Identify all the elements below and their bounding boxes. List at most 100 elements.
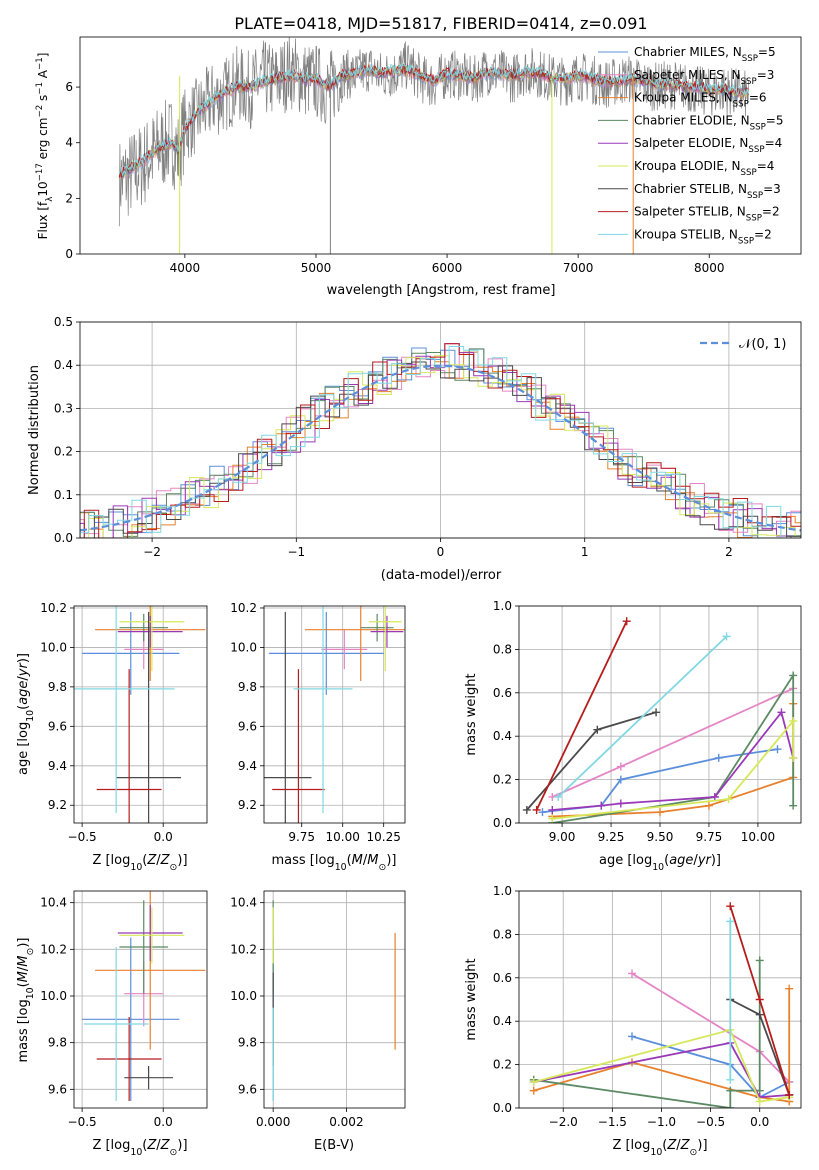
weight_vs_Z-ytick-label: 0.8 <box>493 927 512 941</box>
spectrum-plot-area <box>118 37 750 254</box>
z-axis-label: Z [log10(Z/Z⊙)] <box>92 1138 187 1158</box>
age_vs_mass-ytick-label: 9.4 <box>238 759 257 773</box>
mass_vs_Z-ytick-label: 10.4 <box>40 896 67 910</box>
weight_vs_Z-ylabel: mass weight <box>464 958 479 1040</box>
mass_vs_ebv-xtick-label: 0.000 <box>256 1115 290 1129</box>
mass_vs_ebv-ytick-label: 9.8 <box>238 1036 257 1050</box>
spectrum-xtick-label: 7000 <box>563 261 594 275</box>
z-axis-label: Z [log10(Z/Z⊙)] <box>92 853 187 873</box>
residuals-histogram <box>80 355 801 538</box>
weight_vs_Z-marker <box>529 1086 538 1095</box>
residuals-frame <box>79 321 802 539</box>
residuals-xtick-label: −1 <box>287 545 305 559</box>
weight_vs_age-xtick-label: 9.25 <box>598 830 625 844</box>
residuals-ytick-label: 0.4 <box>54 358 73 372</box>
mass-axis-label: mass [log10(M/M⊙)] <box>272 853 397 873</box>
weight_vs_age-ytick-label: 1.0 <box>493 599 512 613</box>
mass_vs_Z-ytick-label: 10.2 <box>40 942 67 956</box>
weight_vs_Z-marker <box>785 984 794 993</box>
spectrum-ylabel: Flux [fλ10−17 erg cm−2 s−1 A−1] <box>35 53 55 240</box>
spectrum-ytick-label: 0 <box>65 247 73 261</box>
weight_vs_age-xtick-label: 9.50 <box>647 830 674 844</box>
weight_vs_age-marker <box>622 617 631 626</box>
weight_vs_age-xtick-label: 9.00 <box>549 830 576 844</box>
age_vs_Z-panel: −0.5 0.0 9.2 9.4 9.6 9.8 10.0 10.2 Z [log10(Z/Z⊙… <box>16 601 208 873</box>
weight_vs_Z-panel: −2.0 −1.5 −1.0 −0.5 0.0 0.0 0.2 0.4 0.6 0.8 1.0 mas… <box>464 884 802 1158</box>
weight_vs_Z-ytick-label: 0.2 <box>493 1058 512 1072</box>
weight_vs_Z-xtick-label: 0.0 <box>750 1115 769 1129</box>
weight_vs_Z-series-line <box>533 1028 790 1103</box>
spectrum-frame <box>79 36 802 255</box>
weight_vs_age-panel: 9.00 9.25 9.50 9.75 10.00 0.0 0.2 0.4 0.6 0.8 1.0 m… <box>464 599 802 873</box>
mass_vs_Z-frame <box>73 890 208 1109</box>
weight_vs_Z-marker <box>627 1032 636 1041</box>
spectrum-xtick-label: 5000 <box>301 261 332 275</box>
age_vs_Z-ytick-label: 10.0 <box>40 640 67 654</box>
age_vs_mass-ytick-label: 10.2 <box>230 601 257 615</box>
mass_vs_Z-panel: −0.5 0.0 9.6 9.8 10.0 10.2 10.4 Z [log10(Z/Z⊙)]… <box>16 890 208 1158</box>
weight_vs_Z-xtick-label: −1.5 <box>598 1115 627 1129</box>
age_vs_mass-ytick-label: 9.2 <box>238 798 257 812</box>
age_vs_mass-plot-area <box>264 606 405 823</box>
weight_vs_age-marker <box>789 801 798 810</box>
weight_vs_age-marker <box>597 801 606 810</box>
weight_vs_Z-ytick-label: 0.0 <box>493 1101 512 1115</box>
weight_vs_Z-marker <box>726 1104 735 1108</box>
weight_vs_age-marker <box>538 808 547 817</box>
weight_vs_age-marker <box>773 745 782 754</box>
age_vs_mass-panel: 9.75 10.00 10.25 9.2 9.4 9.6 9.8 10.0 10.2 mass [… <box>230 601 406 873</box>
residuals-ytick-label: 0.5 <box>54 315 73 329</box>
residuals-ylabel: Normed distribution <box>27 365 42 495</box>
residuals-plot-area <box>80 343 801 538</box>
weight_vs_Z-marker <box>529 1077 538 1086</box>
weight_vs_age-marker <box>554 792 563 801</box>
legend-label: Kroupa STELIB, NSSP=2 <box>634 227 772 246</box>
residuals-ytick-label: 0.2 <box>54 445 73 459</box>
weight_vs_age-ytick-label: 0.0 <box>493 816 512 830</box>
weight_vs_age-marker <box>616 775 625 784</box>
age_vs_Z-ytick-label: 9.4 <box>48 759 67 773</box>
mass_vs_ebv-xtick-label: 0.002 <box>329 1115 363 1129</box>
residuals-legend-label: 𝒩(0, 1) <box>739 337 786 352</box>
residuals-ytick-label: 0.0 <box>54 531 73 545</box>
weight_vs_age-series-line <box>526 711 657 811</box>
residuals-histogram <box>80 351 801 538</box>
mass_vs_Z-ytick-label: 10.0 <box>40 989 67 1003</box>
spectrum-xtick-label: 4000 <box>170 261 201 275</box>
weight_vs_age-xtick-label: 9.75 <box>696 830 723 844</box>
z-axis-label: Z [log10(Z/Z⊙)] <box>612 1138 707 1158</box>
residuals-ytick-label: 0.1 <box>54 488 73 502</box>
weight_vs_Z-series-line <box>631 1035 790 1099</box>
mass_vs_ebv-ytick-label: 10.0 <box>230 989 257 1003</box>
residuals-xlabel: (data-model)/error <box>381 568 502 583</box>
weight_vs_age-marker <box>616 762 625 771</box>
residuals-ytick-label: 0.3 <box>54 401 73 415</box>
weight_vs_Z-xtick-label: −0.5 <box>696 1115 725 1129</box>
legend-label: Kroupa MILES, NSSP=6 <box>634 91 767 110</box>
weight_vs_Z-xtick-label: −2.0 <box>549 1115 578 1129</box>
weight_vs_age-ytick-label: 0.6 <box>493 686 512 700</box>
weight_vs_age-marker <box>593 725 602 734</box>
weight_vs_age-plot-area <box>522 617 798 823</box>
weight_vs_age-marker <box>548 805 557 814</box>
weight_vs_Z-marker <box>726 1075 735 1084</box>
weight_vs_Z-ytick-label: 1.0 <box>493 884 512 898</box>
age-axis-label: age [log10(age/yr)] <box>16 653 36 775</box>
age-axis-label: age [log10(age/yr)] <box>599 853 721 873</box>
spectrum-data-line <box>118 37 749 227</box>
age_vs_mass-xtick-label: 10.25 <box>367 830 401 844</box>
residuals-xtick-label: −2 <box>143 545 161 559</box>
mass_vs_Z-plot-area <box>82 891 206 1101</box>
weight_vs_Z-series-line <box>533 1041 790 1099</box>
weight_vs_Z-marker <box>627 969 636 978</box>
age_vs_mass-ytick-label: 9.8 <box>238 680 257 694</box>
age_vs_Z-plot-area <box>74 606 206 823</box>
weight_vs_Z-xtick-label: −1.0 <box>647 1115 676 1129</box>
weight_vs_age-marker <box>710 792 719 801</box>
weight_vs_Z-marker <box>785 1090 794 1099</box>
age_vs_Z-ytick-label: 9.2 <box>48 798 67 812</box>
weight_vs_age-marker <box>704 801 713 810</box>
residuals-xtick-label: 2 <box>725 545 733 559</box>
weight_vs_Z-ytick-label: 0.6 <box>493 971 512 985</box>
figure-title: PLATE=0418, MJD=51817, FIBERID=0414, z=0… <box>234 14 647 33</box>
